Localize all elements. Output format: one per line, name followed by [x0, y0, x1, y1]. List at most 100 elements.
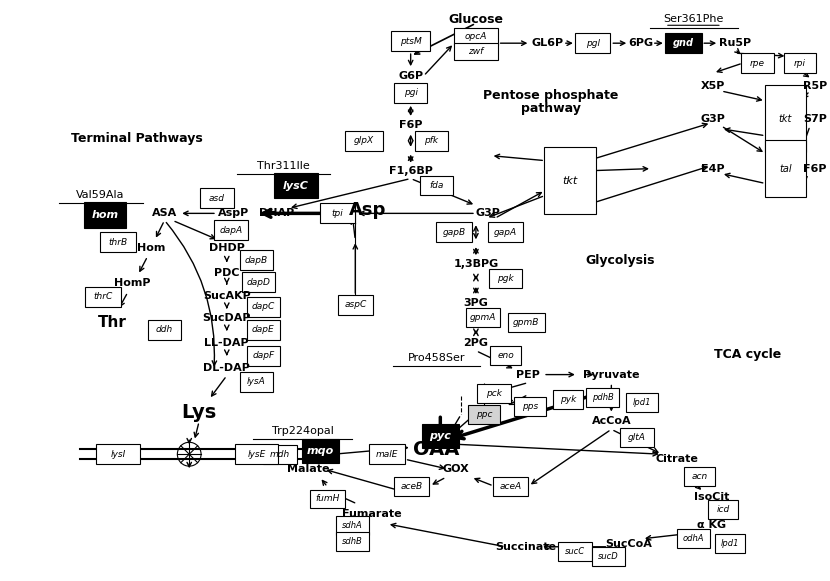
FancyBboxPatch shape: [574, 33, 610, 53]
Text: tkt: tkt: [779, 114, 792, 124]
Text: sucD: sucD: [598, 552, 618, 561]
Text: ddh: ddh: [156, 325, 173, 334]
Text: malE: malE: [376, 450, 398, 459]
Text: pyk: pyk: [559, 395, 576, 404]
FancyBboxPatch shape: [338, 295, 374, 315]
Text: mqo: mqo: [307, 446, 334, 456]
FancyBboxPatch shape: [240, 372, 273, 392]
Text: dapD: dapD: [247, 278, 271, 286]
FancyBboxPatch shape: [764, 140, 806, 197]
Text: asd: asd: [209, 194, 225, 203]
FancyBboxPatch shape: [274, 173, 318, 199]
Text: Thr: Thr: [98, 315, 126, 331]
Text: pgk: pgk: [497, 274, 514, 282]
FancyBboxPatch shape: [345, 131, 383, 150]
Text: Glucose: Glucose: [448, 13, 504, 26]
Text: Asp: Asp: [349, 202, 386, 220]
FancyBboxPatch shape: [620, 428, 654, 447]
FancyBboxPatch shape: [148, 320, 181, 340]
Text: R5P: R5P: [803, 81, 828, 91]
Text: lpd1: lpd1: [720, 539, 740, 548]
Text: Malate: Malate: [286, 464, 330, 474]
Text: TCA cycle: TCA cycle: [714, 348, 781, 361]
Text: pfk: pfk: [424, 136, 438, 145]
Text: gpmB: gpmB: [513, 318, 540, 327]
Text: SucAKP: SucAKP: [203, 291, 251, 301]
FancyBboxPatch shape: [214, 220, 247, 240]
Text: Ser361Phe: Ser361Phe: [663, 15, 724, 24]
Text: thrC: thrC: [94, 292, 113, 302]
Text: dapF: dapF: [252, 351, 275, 360]
Text: SucDAP: SucDAP: [203, 313, 251, 323]
FancyBboxPatch shape: [100, 232, 136, 252]
Text: G3P: G3P: [701, 114, 725, 124]
FancyBboxPatch shape: [419, 175, 453, 195]
FancyBboxPatch shape: [592, 547, 625, 566]
Text: gnd: gnd: [673, 38, 694, 48]
Text: E4P: E4P: [701, 164, 725, 174]
FancyBboxPatch shape: [764, 85, 806, 152]
Text: F6P: F6P: [399, 120, 422, 130]
Text: tpi: tpi: [332, 209, 344, 218]
Text: tkt: tkt: [562, 175, 578, 185]
FancyBboxPatch shape: [437, 223, 472, 242]
Text: Glycolysis: Glycolysis: [585, 254, 655, 267]
FancyBboxPatch shape: [544, 147, 596, 214]
FancyBboxPatch shape: [247, 320, 281, 340]
FancyBboxPatch shape: [235, 444, 278, 464]
Text: 1,3BPG: 1,3BPG: [453, 259, 499, 269]
Text: 3PG: 3PG: [463, 298, 488, 308]
Text: rpe: rpe: [750, 59, 765, 67]
FancyBboxPatch shape: [415, 131, 448, 150]
FancyBboxPatch shape: [466, 309, 500, 327]
Text: odhA: odhA: [682, 535, 704, 543]
Text: PEP: PEP: [516, 370, 540, 379]
Text: Fumarate: Fumarate: [342, 509, 402, 519]
Text: 6PG: 6PG: [628, 38, 653, 48]
FancyBboxPatch shape: [391, 31, 431, 51]
Text: lysI: lysI: [110, 450, 125, 459]
FancyBboxPatch shape: [715, 535, 745, 553]
Text: opcA: opcA: [465, 32, 487, 41]
Text: fumH: fumH: [315, 494, 339, 504]
Text: 2PG: 2PG: [463, 338, 488, 348]
FancyBboxPatch shape: [489, 268, 522, 288]
FancyBboxPatch shape: [85, 287, 121, 307]
Text: pdhB: pdhB: [592, 393, 613, 402]
Text: lysC: lysC: [283, 181, 309, 191]
FancyBboxPatch shape: [586, 388, 619, 407]
Text: S7P: S7P: [803, 114, 827, 124]
Text: pathway: pathway: [521, 102, 581, 116]
Text: hom: hom: [91, 210, 119, 220]
Text: Thr311Ile: Thr311Ile: [256, 160, 310, 171]
FancyBboxPatch shape: [240, 250, 273, 270]
FancyBboxPatch shape: [477, 384, 510, 403]
Text: PDC: PDC: [214, 268, 240, 278]
FancyBboxPatch shape: [454, 42, 498, 60]
FancyBboxPatch shape: [310, 490, 345, 508]
Text: DHDP: DHDP: [209, 243, 245, 253]
Text: Hom: Hom: [138, 243, 166, 253]
FancyBboxPatch shape: [454, 28, 498, 45]
FancyBboxPatch shape: [394, 83, 427, 103]
Text: pgi: pgi: [403, 88, 417, 98]
Text: DL-DAP: DL-DAP: [203, 363, 250, 372]
Text: dapE: dapE: [252, 325, 275, 334]
Text: dapA: dapA: [219, 226, 242, 235]
FancyBboxPatch shape: [684, 467, 715, 486]
Text: aceB: aceB: [401, 482, 422, 490]
FancyBboxPatch shape: [200, 188, 234, 209]
Text: α KG: α KG: [696, 520, 725, 530]
Text: gpmA: gpmA: [470, 313, 496, 322]
Text: aceA: aceA: [500, 482, 521, 490]
FancyBboxPatch shape: [626, 393, 658, 412]
Text: AspP: AspP: [218, 209, 249, 218]
Text: acn: acn: [691, 472, 707, 480]
Text: Terminal Pathways: Terminal Pathways: [71, 132, 203, 145]
Text: zwf: zwf: [468, 46, 484, 56]
Text: G3P: G3P: [476, 209, 500, 218]
Text: IsoCit: IsoCit: [694, 492, 729, 502]
FancyBboxPatch shape: [708, 500, 738, 519]
Text: Succinate: Succinate: [495, 541, 556, 552]
FancyBboxPatch shape: [493, 476, 529, 496]
